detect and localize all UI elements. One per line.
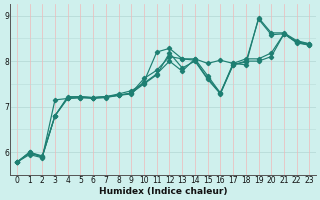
X-axis label: Humidex (Indice chaleur): Humidex (Indice chaleur) [99,187,228,196]
